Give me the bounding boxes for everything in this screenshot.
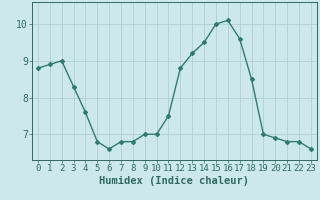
X-axis label: Humidex (Indice chaleur): Humidex (Indice chaleur) [100, 176, 249, 186]
